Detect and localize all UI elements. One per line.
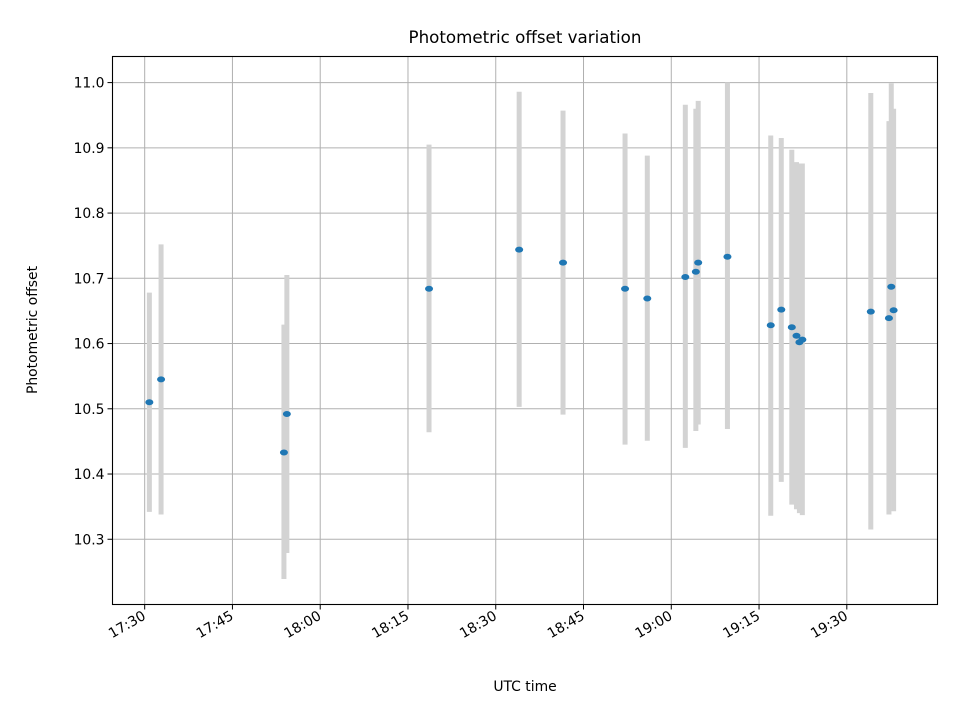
y-tick-label: 10.4 <box>74 467 105 483</box>
data-point <box>515 246 524 253</box>
data-point <box>884 315 893 322</box>
y-tick-label: 10.8 <box>74 206 105 222</box>
data-point <box>792 332 801 339</box>
data-point <box>279 449 288 456</box>
data-point <box>866 308 875 315</box>
x-axis-label: UTC time <box>493 679 556 695</box>
data-point <box>766 322 775 329</box>
data-point <box>157 376 166 383</box>
data-point <box>621 285 630 292</box>
data-point <box>643 295 652 302</box>
y-axis: 10.3 10.4 10.5 10.6 10.7 10.8 10.9 11.0 <box>74 76 113 548</box>
data-point <box>787 324 796 331</box>
data-point <box>691 268 700 275</box>
chart-title: Photometric offset variation <box>409 27 642 47</box>
y-tick-label: 10.6 <box>74 337 105 353</box>
data-point <box>681 274 690 281</box>
data-point <box>425 285 434 292</box>
data-point <box>282 411 291 418</box>
data-point <box>694 259 703 266</box>
y-tick-label: 10.9 <box>74 141 105 157</box>
data-point <box>887 283 896 290</box>
y-tick-label: 10.5 <box>74 402 105 418</box>
y-tick-label: 11.0 <box>74 76 105 92</box>
data-point <box>145 399 154 406</box>
y-tick-label: 10.3 <box>74 532 105 548</box>
plot-frame <box>111 55 939 606</box>
data-point <box>798 336 807 343</box>
data-point <box>723 253 732 260</box>
y-tick-label: 10.7 <box>74 271 105 287</box>
data-point <box>559 259 568 266</box>
data-point <box>777 306 786 313</box>
data-point <box>889 307 898 314</box>
y-axis-label: Photometric offset <box>25 265 41 394</box>
data-points <box>145 246 898 456</box>
